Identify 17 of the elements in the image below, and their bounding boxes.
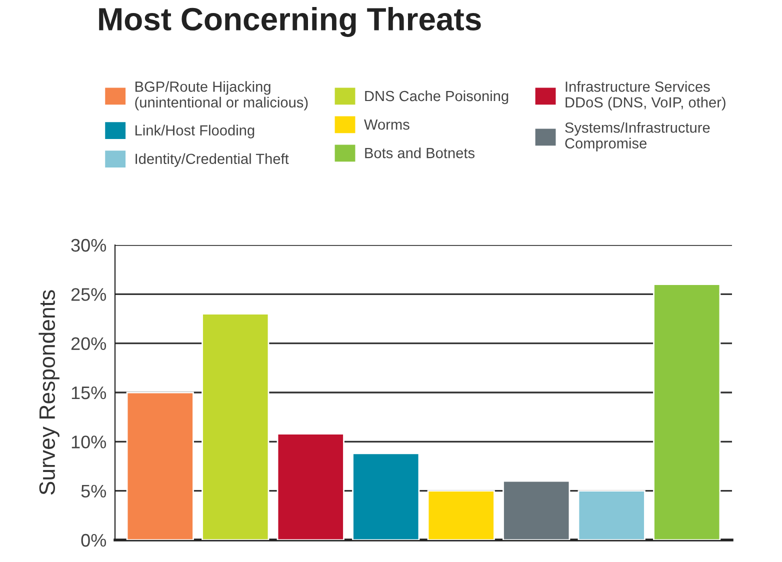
y-tick-label: 20%: [71, 337, 106, 350]
y-tick-label: 5%: [81, 484, 106, 498]
y-axis-title: Survey Respondents: [38, 290, 60, 495]
chart-title: Most Concerning Threats: [99, 7, 481, 37]
legend-label: Identity/Credential Theft: [136, 153, 289, 167]
legend-label: Systems/Infrastructure Compromise: [565, 122, 710, 152]
y-tick-label: 10%: [72, 436, 106, 448]
legend-label: Link/Host Flooding: [135, 124, 254, 138]
legend-label: Worms: [364, 120, 410, 130]
legend-label: Infrastructure Services DDoS (DNS, VoIP, other): [566, 81, 726, 110]
legend-label: BGP/Route Hijacking (unintentional or malicious): [135, 81, 308, 110]
legend-label: DNS Cache Poisoning: [365, 90, 508, 104]
y-tick-label: 30%: [71, 238, 106, 252]
legend-label: Bots and Botnets: [365, 148, 475, 158]
y-tick-label: 0%: [81, 534, 106, 547]
y-tick-label: 15%: [72, 386, 106, 400]
y-tick-label: 25%: [71, 288, 106, 301]
